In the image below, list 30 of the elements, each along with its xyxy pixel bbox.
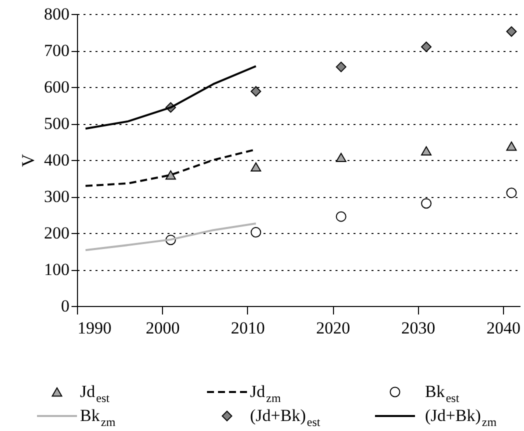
x-tick-label: 1990 [78, 318, 112, 338]
y-tick-label: 700 [44, 41, 70, 60]
y-tick-label: 800 [44, 4, 70, 24]
y-tick-label: 0 [61, 296, 70, 316]
x-tick-label: 2010 [230, 318, 265, 338]
point [421, 146, 432, 156]
point [250, 86, 262, 97]
y-tick-label: 500 [44, 114, 70, 133]
point [421, 42, 432, 52]
point [421, 198, 432, 209]
x-tick-label: 2020 [316, 318, 350, 338]
point [336, 62, 346, 72]
line-series [84, 222, 257, 252]
point [250, 162, 262, 172]
x-tick-label: 2030 [401, 318, 436, 338]
point [336, 152, 346, 162]
y-axis-title: V [18, 154, 38, 167]
y-tick-label: 600 [44, 78, 70, 96]
y-tick-label: 400 [44, 150, 70, 170]
point [506, 26, 517, 37]
y-tick-label: 200 [44, 224, 70, 242]
x-tick-label: 2040 [486, 318, 520, 338]
y-tick-label: 300 [44, 187, 70, 206]
x-tick-label: 2000 [146, 318, 180, 338]
point [336, 211, 346, 222]
point [506, 142, 517, 151]
point [250, 227, 262, 238]
y-tick-label: 100 [44, 260, 70, 279]
point [506, 188, 517, 198]
point [165, 170, 176, 180]
